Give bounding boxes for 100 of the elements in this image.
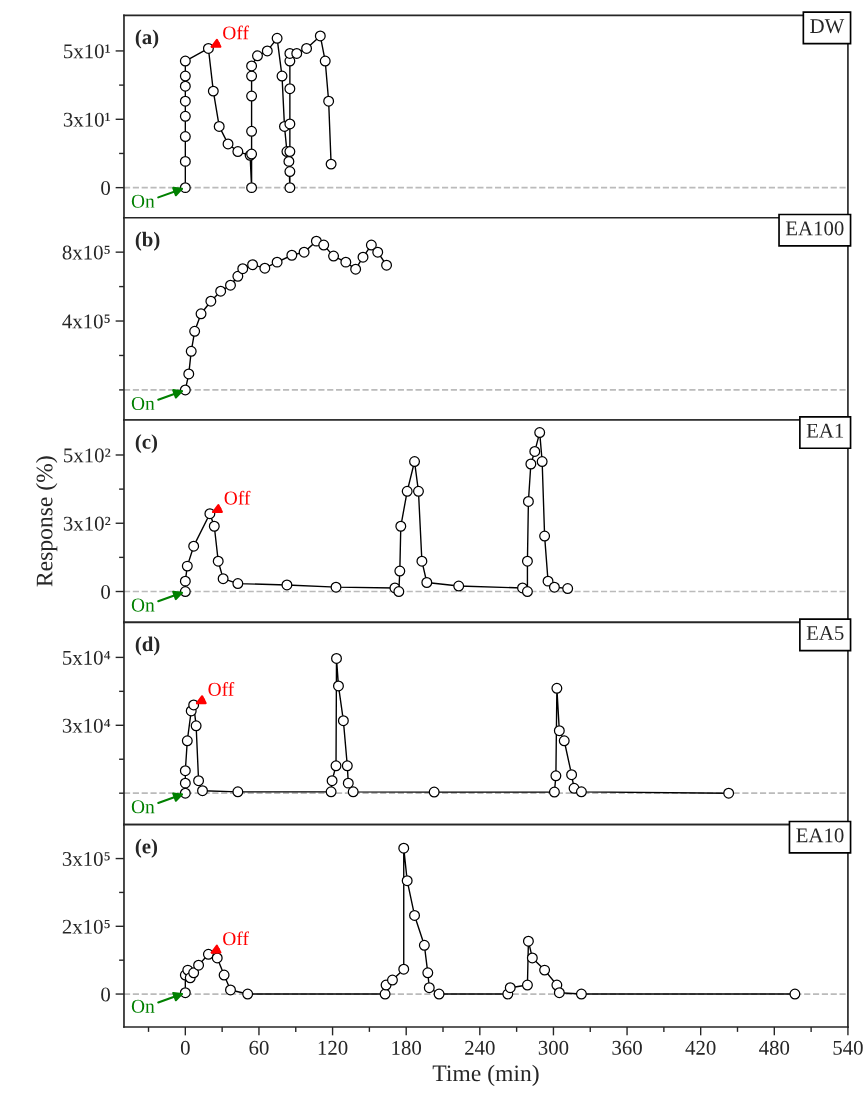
y-tick-label: 0 (101, 987, 110, 1002)
annotation: On (131, 396, 155, 411)
point (179, 384, 191, 396)
point (179, 95, 191, 107)
x-tick-label: 0 (180, 1040, 190, 1055)
y-tick-label: 5x10² (64, 448, 111, 463)
annotation: On (131, 999, 155, 1013)
point (326, 775, 338, 787)
point (242, 988, 254, 1000)
point (357, 251, 369, 263)
point (185, 345, 197, 357)
point (337, 715, 349, 727)
point (193, 775, 205, 787)
point (197, 785, 208, 797)
point (188, 540, 200, 552)
point (394, 565, 406, 577)
point (188, 967, 200, 979)
point (553, 725, 565, 737)
point (522, 935, 534, 947)
point (529, 445, 541, 457)
point (204, 508, 216, 520)
point (341, 760, 353, 772)
point (301, 42, 313, 54)
point (381, 259, 393, 271)
point (179, 55, 191, 67)
x-tick-label: 420 (685, 1040, 716, 1055)
point (575, 988, 587, 1000)
point (205, 295, 217, 307)
point (365, 239, 377, 251)
point (246, 70, 258, 82)
text: (e) (135, 838, 158, 858)
point (211, 952, 223, 964)
point (232, 786, 244, 798)
point (558, 735, 570, 747)
point (246, 182, 258, 194)
point (276, 70, 288, 82)
point (551, 682, 563, 694)
point (190, 720, 202, 732)
point (422, 967, 434, 979)
point (539, 964, 551, 976)
text: (b) (135, 231, 160, 251)
point (225, 279, 236, 291)
point (232, 146, 244, 158)
chart-subtitle: EA100 (785, 221, 844, 236)
y-tick-label: 5x10⁴ (63, 650, 111, 665)
point (181, 735, 193, 747)
point (575, 786, 587, 798)
point (179, 987, 191, 999)
point (566, 769, 578, 781)
annotation: Off (208, 682, 235, 696)
point (298, 246, 310, 258)
point (213, 120, 225, 132)
point (548, 786, 560, 798)
point (418, 939, 430, 951)
point (412, 485, 424, 497)
point (401, 875, 413, 887)
x-tick-label: 360 (612, 1040, 642, 1055)
point (504, 982, 516, 994)
point (291, 47, 303, 59)
text: (d) (135, 636, 160, 656)
y-tick-label: 3x10⁵ (62, 851, 110, 866)
point (183, 368, 195, 380)
chart-subtitle: EA5 (806, 626, 844, 641)
point (789, 988, 801, 1000)
point (271, 32, 283, 44)
chart-subtitle: EA10 (796, 828, 844, 843)
point (246, 90, 258, 102)
point (539, 530, 551, 542)
point (398, 963, 410, 975)
point (342, 777, 354, 789)
x-axis-title: Time (min) (432, 1064, 539, 1087)
point (179, 787, 191, 799)
point (281, 579, 293, 591)
point (218, 969, 230, 981)
y-tick-label: 8x10⁵ (62, 245, 110, 260)
point (247, 259, 259, 271)
point (217, 573, 229, 585)
point (395, 520, 407, 532)
point (453, 580, 465, 592)
point (330, 581, 342, 593)
point (521, 586, 533, 597)
point (421, 577, 433, 588)
point (212, 555, 224, 567)
y-tick-label: 3x10¹ (63, 112, 111, 127)
point (350, 263, 362, 275)
y-axis-title: Response (%) (35, 456, 58, 587)
point (534, 427, 546, 439)
point (284, 182, 296, 194)
point (409, 456, 421, 468)
point (286, 249, 298, 261)
point (195, 308, 207, 320)
point (433, 988, 445, 1000)
point (246, 60, 258, 72)
annotation: Off (223, 25, 249, 40)
point (340, 256, 352, 268)
point (179, 155, 191, 167)
point (237, 263, 249, 275)
chart-subtitle: DW (810, 19, 845, 34)
point (215, 285, 227, 297)
point (562, 583, 574, 594)
